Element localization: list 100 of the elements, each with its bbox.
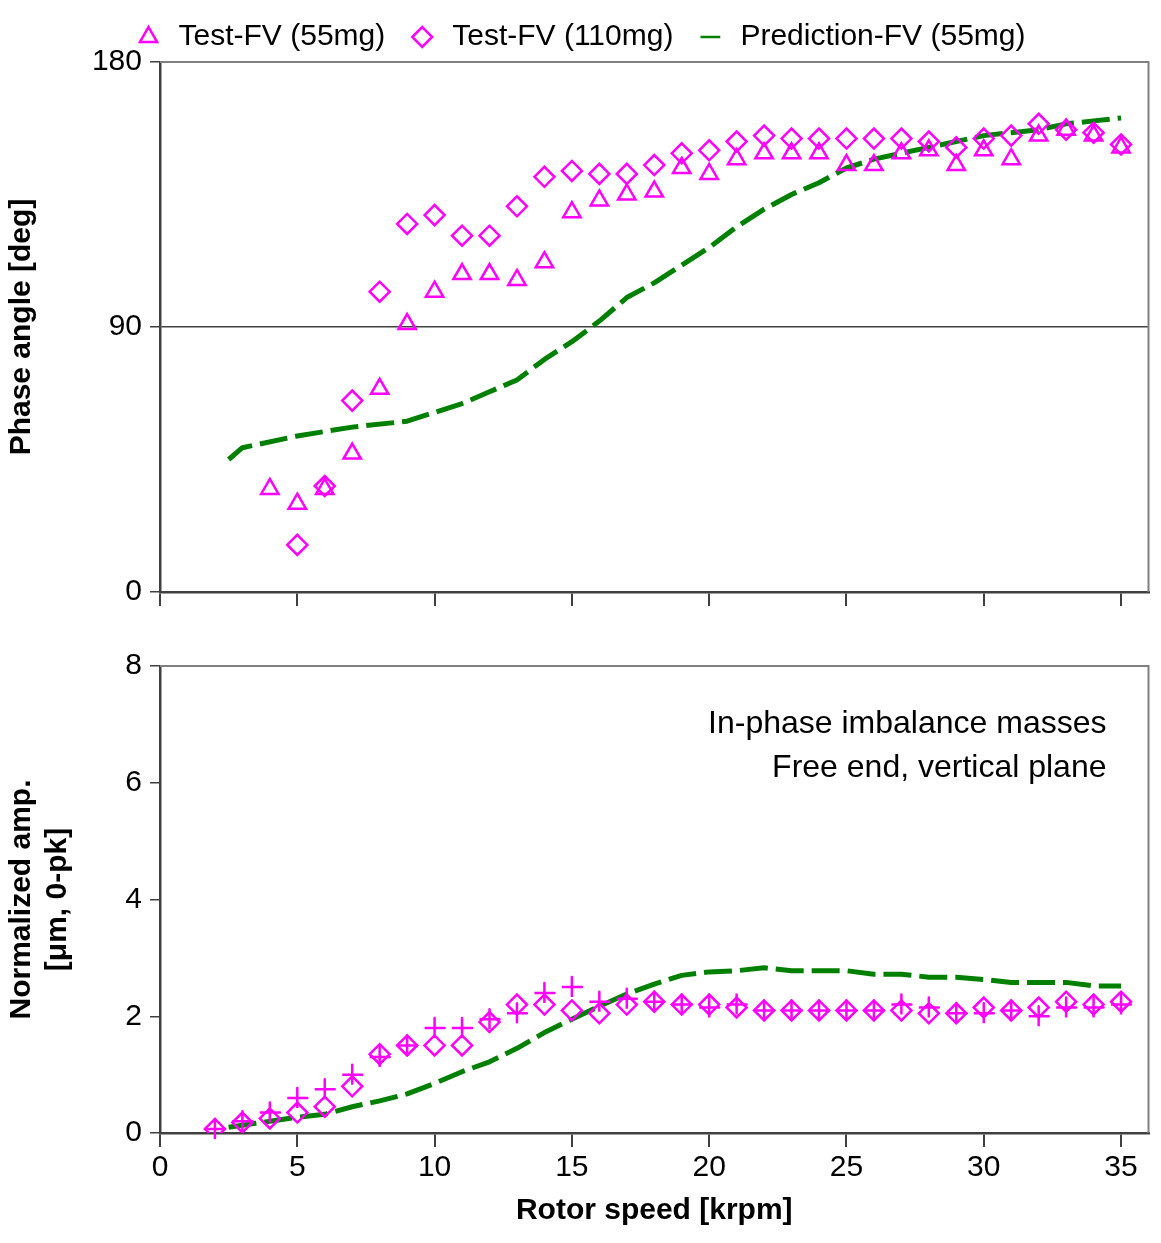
point <box>862 127 886 150</box>
point <box>505 195 529 218</box>
point <box>533 165 556 189</box>
point <box>589 189 610 207</box>
point <box>560 975 584 999</box>
point <box>1054 118 1078 141</box>
point <box>615 993 639 1016</box>
point <box>1054 996 1078 1019</box>
point <box>561 200 582 219</box>
point <box>615 987 639 1010</box>
point <box>726 147 747 166</box>
point <box>286 1101 309 1124</box>
point <box>395 212 419 236</box>
point <box>313 1095 336 1118</box>
point <box>999 124 1023 147</box>
x-tick-label: 10 <box>417 1149 452 1183</box>
point <box>452 262 472 281</box>
point <box>699 162 720 181</box>
x-tick-label: 20 <box>692 1149 726 1183</box>
y-tick-label: 8 <box>125 647 142 681</box>
point <box>807 127 831 150</box>
point <box>423 1016 446 1040</box>
x-tick-label: 15 <box>555 1149 589 1183</box>
y-tick-label: 6 <box>125 764 142 798</box>
point <box>809 142 829 160</box>
point <box>754 142 774 160</box>
point <box>507 268 527 287</box>
x-tick-label: 35 <box>1104 1149 1138 1183</box>
point <box>286 1086 309 1110</box>
point <box>780 127 803 150</box>
point <box>534 250 555 269</box>
x-tick-label: 30 <box>967 1149 1001 1183</box>
x-tick-label: 0 <box>151 1149 169 1183</box>
y-tick-label: 4 <box>125 880 142 914</box>
point <box>368 280 391 303</box>
point <box>835 127 858 150</box>
point <box>725 130 748 153</box>
point <box>671 156 692 175</box>
annotation: In-phase imbalance masses <box>708 703 1107 740</box>
point <box>560 999 584 1022</box>
y-tick-label: 0 <box>125 573 142 607</box>
point <box>1056 118 1077 136</box>
point <box>972 127 995 150</box>
point <box>917 130 941 153</box>
point <box>450 1034 474 1057</box>
point <box>369 377 390 396</box>
x-tick-label: 5 <box>288 1149 306 1183</box>
point <box>752 124 776 147</box>
point <box>644 180 665 198</box>
point <box>891 142 912 160</box>
point <box>505 1002 529 1025</box>
y-tick-label: 2 <box>125 997 142 1031</box>
point <box>781 142 802 160</box>
point <box>313 1077 336 1101</box>
legend-label: Prediction-FV (55mg) <box>740 18 1026 52</box>
point <box>287 492 308 510</box>
x-tick-label: 25 <box>829 1149 864 1183</box>
point <box>918 139 939 157</box>
point <box>945 136 968 159</box>
point <box>342 442 363 460</box>
point <box>643 153 666 177</box>
x-axis-title: Rotor speed [krpm] <box>515 1192 793 1226</box>
y-tick-label: 180 <box>91 43 142 77</box>
point <box>1001 147 1022 166</box>
legend-label: Test-FV (110mg) <box>452 18 674 52</box>
point <box>479 262 500 281</box>
point <box>1028 124 1049 142</box>
point <box>340 1075 364 1098</box>
point <box>423 203 446 227</box>
legend-label: Test-FV (55mg) <box>178 18 386 52</box>
y-axis-title: Phase angle [deg] <box>3 198 37 456</box>
point <box>560 159 584 183</box>
point <box>424 280 445 298</box>
annotation: Free end, vertical plane <box>772 747 1107 784</box>
point <box>588 162 611 186</box>
point <box>1054 990 1078 1013</box>
point <box>258 1107 282 1130</box>
point <box>864 153 884 172</box>
point <box>533 993 556 1016</box>
point <box>615 162 639 186</box>
point <box>836 153 857 172</box>
point <box>890 999 913 1022</box>
point <box>423 1034 446 1057</box>
point <box>533 981 556 1005</box>
point <box>340 1063 364 1086</box>
point <box>588 1002 611 1025</box>
y-tick-label: 0 <box>125 1114 142 1148</box>
point <box>1027 112 1050 136</box>
point <box>972 996 995 1019</box>
point <box>450 224 474 247</box>
point <box>397 312 418 331</box>
point <box>478 224 501 247</box>
point <box>259 477 280 496</box>
point <box>450 1016 474 1040</box>
point <box>588 990 611 1013</box>
point <box>258 1101 282 1124</box>
point <box>890 127 913 150</box>
y-tick-label: 90 <box>108 308 142 342</box>
point <box>616 183 637 201</box>
point <box>670 142 693 165</box>
